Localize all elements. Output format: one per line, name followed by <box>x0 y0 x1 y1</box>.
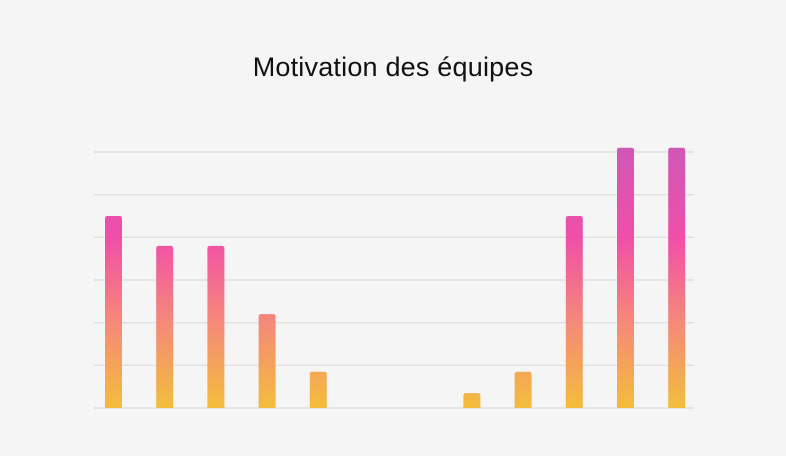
bar-4 <box>258 314 276 408</box>
bar-8 <box>463 393 481 408</box>
bar-2 <box>156 245 174 408</box>
bar-9 <box>514 371 532 408</box>
grid-lines <box>94 151 694 409</box>
bars <box>105 147 686 408</box>
bar-10 <box>565 216 583 408</box>
bar-11 <box>617 147 634 408</box>
bar-12 <box>668 147 686 408</box>
bar-5 <box>309 371 327 408</box>
bar-3 <box>207 245 225 408</box>
bar-1 <box>105 216 122 408</box>
chart-title: Motivation des équipes <box>252 52 534 82</box>
